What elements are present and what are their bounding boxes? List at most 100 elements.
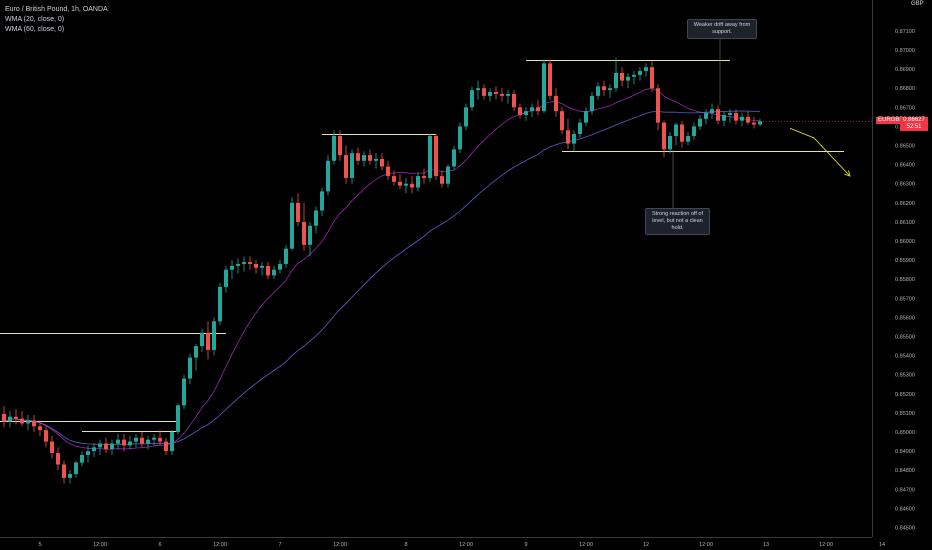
candle-up [446, 164, 450, 188]
candle-body [374, 158, 378, 161]
annotation-weaker-drift[interactable]: Weaker drift away from support. [687, 19, 757, 39]
y-tick-label: 0.86900 [895, 67, 915, 73]
x-tick-label: 8 [404, 542, 407, 548]
candle-down [602, 80, 606, 96]
x-tick-label: 12:00 [699, 542, 713, 548]
candle-body [554, 95, 558, 112]
currency-label[interactable]: GBP [911, 1, 924, 7]
x-tick-label: 12:00 [579, 542, 593, 548]
candle-up [98, 439, 102, 455]
candle-down [164, 437, 168, 455]
x-tick-label: 5 [38, 542, 41, 548]
y-tick-label: 0.85600 [895, 315, 915, 321]
x-tick-label: 12:00 [459, 542, 473, 548]
candle-up [692, 122, 696, 140]
candle-body [536, 107, 540, 112]
candle-down [422, 168, 426, 184]
candle-up [428, 134, 432, 182]
candle-up [86, 445, 90, 463]
x-tick-label: 7 [278, 542, 281, 548]
candle-down [44, 426, 48, 448]
candle-up [470, 86, 474, 112]
candle-down [266, 262, 270, 280]
y-tick-label: 0.85000 [895, 430, 915, 436]
candle-body [170, 432, 174, 452]
y-tick-label: 0.87100 [895, 29, 915, 35]
candle-up [572, 130, 576, 152]
candle-body [296, 202, 300, 222]
y-tick-label: 0.86800 [895, 86, 915, 92]
candle-up [416, 172, 420, 192]
candle-up [488, 88, 492, 102]
candle-body [8, 416, 12, 422]
candle-body [584, 111, 588, 123]
candle-body [524, 111, 528, 115]
candle-body [530, 107, 534, 112]
candle-body [740, 116, 744, 121]
candle-up [596, 82, 600, 100]
candle-down [650, 61, 654, 93]
candle-down [746, 111, 750, 125]
candle-body [614, 72, 618, 89]
candle-up [320, 187, 324, 217]
candle-body [284, 248, 288, 264]
x-tick-label: 12:00 [333, 542, 347, 548]
candle-up [146, 435, 150, 450]
candle-up [740, 113, 744, 127]
y-tick-label: 0.85100 [895, 411, 915, 417]
candle-down [122, 433, 126, 452]
candle-up [530, 103, 534, 117]
annotation-strong-reaction[interactable]: Strong reaction off of level, but not a … [645, 208, 710, 235]
candle-down [440, 170, 444, 188]
candle-body [116, 439, 120, 444]
legend-wma60: WMA (60, close, 0) [5, 26, 65, 33]
candle-down [494, 86, 498, 100]
candle-down [554, 88, 558, 117]
candle-down [656, 84, 660, 131]
candle-body [710, 109, 714, 114]
candle-up [728, 109, 732, 123]
y-tick-label: 0.86100 [895, 220, 915, 226]
candle-up [614, 57, 618, 93]
legend-wma20: WMA (20, close, 0) [5, 16, 65, 23]
candle-body [206, 332, 210, 350]
y-tick-label: 0.86300 [895, 182, 915, 188]
candle-up [350, 149, 354, 184]
legend: Euro / British Pound, 1h, OANDA WMA (20,… [5, 5, 108, 35]
candle-body [596, 86, 600, 96]
candle-body [578, 122, 582, 135]
candle-body [656, 88, 660, 123]
y-tick-label: 0.84500 [895, 526, 915, 532]
y-tick-label: 0.84600 [895, 506, 915, 512]
candle-body [446, 166, 450, 184]
candle-body [434, 135, 438, 177]
candle-up [110, 439, 114, 455]
candle-up [698, 114, 702, 131]
y-tick-label: 0.86000 [895, 239, 915, 245]
candle-up [218, 283, 222, 326]
candle-body [338, 135, 342, 156]
candle-up [68, 470, 72, 484]
x-tick-label: 12 [643, 542, 649, 548]
candle-body [506, 93, 510, 96]
note-connectors [672, 37, 721, 208]
candle-down [518, 103, 522, 119]
candle-body [86, 451, 90, 455]
candle-down [158, 430, 162, 446]
candle-body [608, 88, 612, 91]
candle-body [194, 346, 198, 358]
candle-up [8, 411, 12, 428]
candle-body [62, 464, 66, 478]
candle-body [152, 437, 156, 440]
x-tick-label: 9 [524, 542, 527, 548]
candle-down [2, 406, 6, 428]
candle-body [728, 113, 732, 115]
candle-body [746, 116, 750, 123]
candle-down [398, 174, 402, 190]
candle-up [128, 435, 132, 450]
candle-body [164, 441, 168, 452]
candle-up [242, 256, 246, 272]
candle-up [230, 260, 234, 280]
